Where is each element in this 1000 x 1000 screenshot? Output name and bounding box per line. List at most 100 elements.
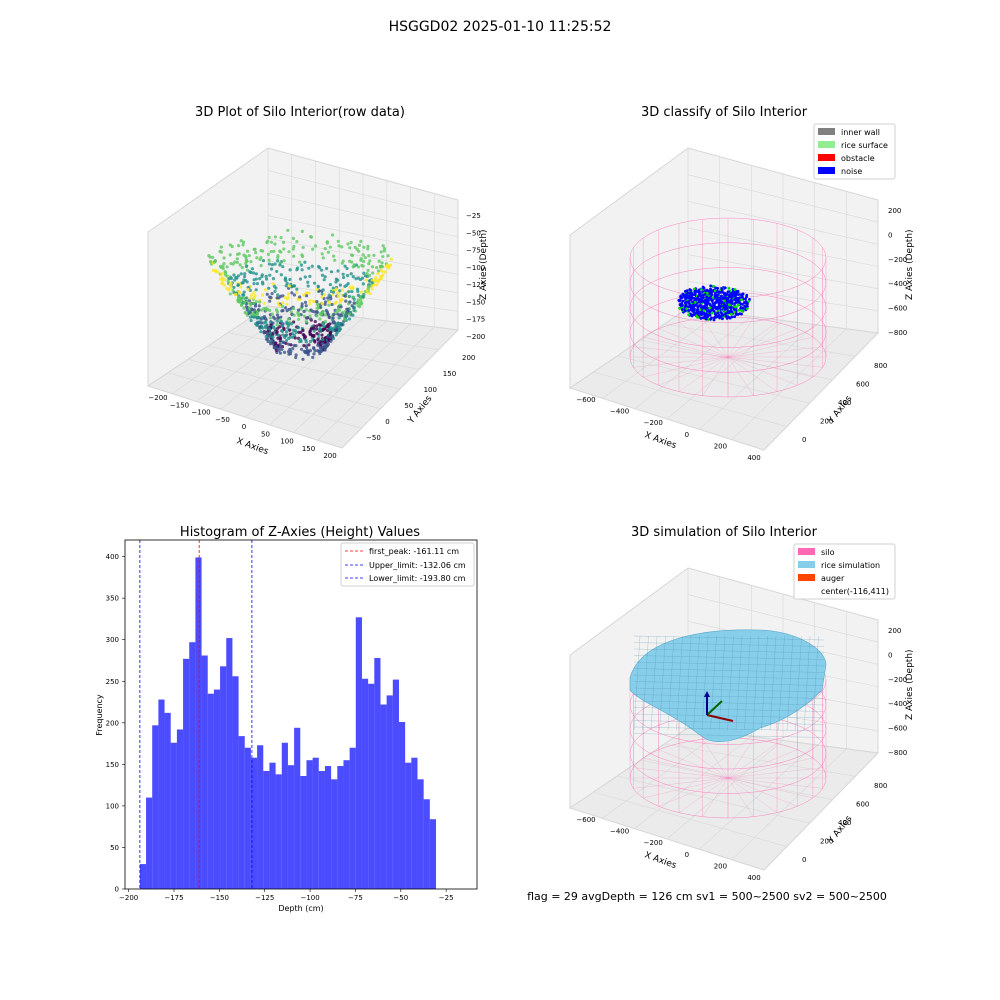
- data-point: [334, 300, 338, 304]
- data-point: [220, 282, 224, 286]
- data-point: [304, 346, 309, 350]
- grid-line: [267, 170, 459, 219]
- data-point: [363, 274, 368, 278]
- data-point: [341, 272, 345, 276]
- data-point: [312, 281, 317, 285]
- x-tick-label: −25: [439, 894, 454, 902]
- surface-mesh-line: [633, 720, 825, 725]
- rice-surface-point: [685, 307, 689, 311]
- data-point: [279, 273, 283, 277]
- noise-point: [685, 300, 689, 304]
- data-point: [297, 314, 301, 318]
- rice-surface-point: [678, 307, 681, 310]
- data-point: [326, 250, 330, 254]
- data-point: [315, 300, 319, 304]
- data-point: [336, 291, 340, 295]
- noise-point: [746, 302, 749, 306]
- data-point: [373, 278, 377, 283]
- data-point: [219, 273, 223, 277]
- data-point: [245, 268, 250, 272]
- tick-label: 0: [888, 231, 892, 239]
- legend-obstacle: obstacle: [841, 154, 875, 163]
- data-point: [296, 325, 300, 330]
- data-point: [260, 280, 265, 284]
- data-point: [293, 336, 297, 340]
- data-point: [314, 244, 318, 248]
- data-point: [311, 309, 315, 314]
- data-point: [389, 257, 393, 261]
- data-point: [279, 319, 283, 323]
- data-point: [273, 242, 277, 246]
- noise-point: [733, 302, 737, 305]
- data-point: [294, 353, 298, 357]
- data-point: [280, 304, 285, 308]
- wire-spoke: [633, 767, 729, 779]
- histogram-bar: [201, 655, 208, 889]
- grid-line: [664, 743, 856, 777]
- histogram-bar: [294, 727, 301, 889]
- wire-spoke: [727, 739, 754, 779]
- noise-point: [719, 305, 722, 308]
- data-point: [322, 324, 326, 329]
- noise-point: [687, 309, 691, 312]
- tick-label: 100: [424, 386, 437, 394]
- rice-surface-point: [687, 313, 691, 317]
- data-point: [323, 275, 327, 279]
- y-tick-label: 400: [106, 553, 119, 561]
- p4-z-ticks: 200 0 −200 −400 −600 −800: [888, 627, 907, 757]
- noise-point: [704, 315, 707, 319]
- legend-swatch-rice-surface: [818, 141, 835, 148]
- grid-line: [187, 359, 381, 409]
- data-point: [219, 245, 223, 249]
- p1-zlabel: Z Axies (Depth): [479, 229, 489, 300]
- data-point: [322, 321, 326, 326]
- data-point: [308, 314, 312, 318]
- tick-label: −200: [644, 839, 663, 847]
- data-point: [211, 255, 215, 260]
- data-point: [361, 295, 365, 299]
- data-point: [307, 343, 311, 347]
- data-point: [292, 293, 297, 297]
- wire-spoke: [727, 356, 754, 396]
- data-point: [321, 338, 325, 342]
- y-tick-label: 0: [115, 886, 119, 894]
- p4-xlabel: X Axies: [643, 850, 678, 871]
- wire-spoke: [643, 336, 729, 358]
- data-point: [309, 317, 313, 321]
- data-point: [321, 342, 325, 346]
- data-point: [312, 333, 316, 338]
- grid-line: [267, 192, 459, 238]
- data-point: [239, 272, 243, 276]
- noise-point: [721, 314, 724, 317]
- y-tick-label: 200: [106, 719, 119, 727]
- grid-line: [569, 807, 765, 871]
- x-tick-label: −150: [210, 894, 229, 902]
- tick-label: 0: [802, 856, 806, 864]
- surface-mesh-line: [633, 635, 641, 731]
- tick-label: 200: [820, 838, 833, 846]
- surface-mesh-line: [786, 635, 794, 731]
- data-point: [307, 291, 311, 295]
- data-point: [238, 263, 242, 267]
- data-point: [323, 246, 327, 251]
- data-point: [317, 323, 321, 327]
- noise-point: [686, 295, 689, 299]
- data-point: [282, 326, 286, 330]
- data-point: [344, 313, 348, 317]
- histogram-bar: [417, 779, 424, 889]
- data-point: [246, 287, 250, 292]
- data-point: [367, 273, 372, 278]
- data-point: [319, 329, 323, 333]
- data-point: [313, 319, 317, 324]
- histogram-bar: [275, 774, 282, 889]
- data-point: [296, 308, 301, 312]
- noise-point: [680, 296, 684, 299]
- data-point: [297, 330, 301, 334]
- data-point: [316, 302, 320, 306]
- data-point: [288, 332, 292, 336]
- surface-mesh-line: [633, 674, 825, 680]
- noise-point: [699, 303, 702, 307]
- rice-surface-point: [723, 299, 726, 303]
- p3-legend: first_peak: -161.11 cm Upper_limit: -132…: [340, 542, 475, 587]
- data-point: [278, 263, 282, 267]
